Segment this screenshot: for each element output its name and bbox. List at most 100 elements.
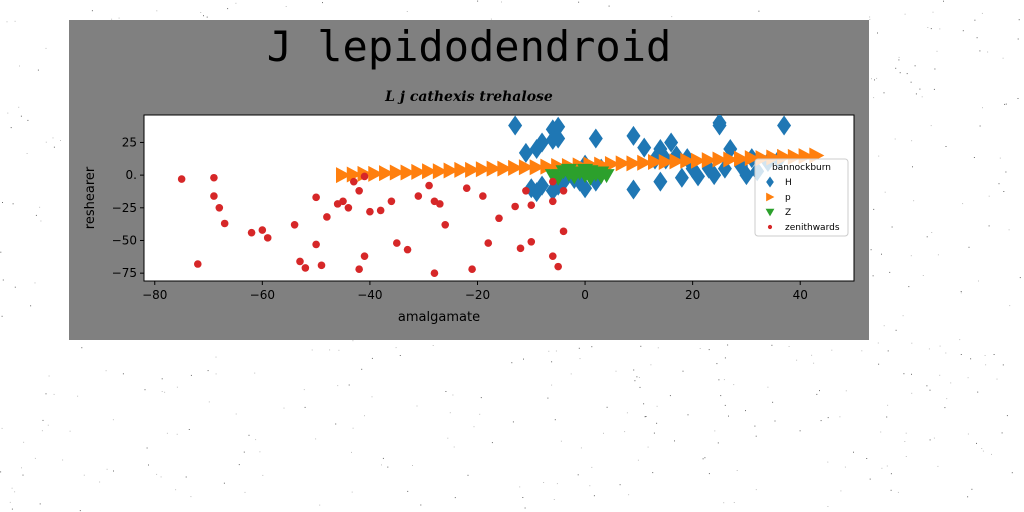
noise-speck	[387, 466, 389, 468]
noise-speck	[682, 370, 684, 372]
noise-speck	[553, 499, 555, 500]
noise-speck	[839, 416, 841, 418]
noise-speck	[897, 491, 899, 493]
noise-speck	[14, 286, 16, 288]
data-point-zenithwards	[548, 252, 557, 260]
noise-speck	[981, 12, 983, 14]
noise-speck	[960, 292, 962, 294]
data-point-zenithwards	[344, 204, 353, 212]
noise-speck	[926, 385, 928, 387]
data-point-zenithwards	[554, 262, 562, 271]
noise-speck	[717, 442, 719, 444]
data-point-p	[744, 150, 760, 167]
noise-speck	[998, 183, 1000, 185]
noise-speck	[319, 504, 321, 506]
noise-speck	[432, 345, 434, 346]
noise-speck	[190, 496, 192, 498]
noise-speck	[645, 416, 647, 417]
noise-speck	[445, 391, 447, 392]
noise-speck	[914, 65, 916, 67]
noise-speck	[382, 457, 384, 459]
data-point-zenithwards	[376, 206, 385, 215]
noise-speck	[929, 439, 931, 441]
noise-speck	[156, 10, 158, 12]
noise-speck	[905, 432, 907, 434]
noise-speck	[593, 495, 595, 497]
noise-speck	[904, 441, 906, 442]
noise-speck	[996, 378, 998, 380]
legend-label: Z	[785, 208, 791, 218]
noise-speck	[754, 425, 756, 427]
noise-speck	[416, 405, 418, 407]
noise-speck	[903, 373, 905, 375]
chart-svg: −80 −60 −40 −20 0 20 40 25 0. −25 −50 −75 amalgamate…	[83, 114, 855, 325]
noise-speck	[1009, 305, 1011, 307]
data-point-p	[346, 166, 362, 183]
noise-speck	[898, 56, 900, 58]
noise-speck	[971, 488, 973, 490]
noise-speck	[799, 430, 801, 432]
noise-speck	[111, 18, 113, 20]
legend-marker-p	[766, 192, 775, 202]
noise-speck	[991, 453, 992, 455]
noise-speck	[926, 236, 928, 238]
data-point-H	[578, 178, 593, 199]
noise-speck	[45, 47, 47, 49]
data-point-p	[734, 150, 750, 167]
noise-speck	[984, 355, 986, 356]
noise-speck	[547, 397, 549, 399]
data-point-H	[674, 167, 689, 188]
noise-speck	[311, 349, 313, 351]
noise-speck	[796, 359, 798, 361]
data-point-H	[535, 175, 550, 196]
noise-speck	[827, 417, 829, 419]
noise-speck	[871, 78, 872, 80]
noise-speck	[578, 347, 580, 349]
noise-speck	[1, 315, 3, 317]
noise-speck	[656, 405, 658, 407]
noise-speck	[915, 93, 917, 95]
noise-speck	[820, 420, 822, 422]
noise-speck	[869, 478, 871, 480]
noise-speck	[0, 471, 2, 473]
noise-speck	[501, 1, 502, 3]
noise-speck	[223, 482, 225, 484]
data-point-p	[454, 161, 470, 178]
data-point-zenithwards	[366, 207, 374, 216]
noise-speck	[982, 107, 983, 109]
noise-speck	[912, 166, 913, 168]
data-point-zenithwards	[462, 184, 471, 192]
noise-speck	[874, 79, 875, 81]
noise-speck	[904, 13, 906, 15]
data-point-zenithwards	[210, 192, 218, 200]
noise-speck	[39, 503, 41, 505]
noise-speck	[10, 127, 12, 129]
noise-speck	[880, 431, 882, 433]
noise-speck	[982, 450, 984, 452]
data-point-H	[551, 116, 566, 137]
noise-speck	[45, 393, 47, 395]
noise-speck	[720, 395, 722, 397]
noise-speck	[238, 464, 240, 466]
data-point-H	[551, 128, 566, 149]
data-point-H	[535, 132, 550, 153]
noise-speck	[873, 97, 875, 99]
data-point-H	[588, 128, 603, 149]
data-point-H	[707, 165, 722, 186]
x-tick-label: 20	[685, 288, 700, 302]
data-point-p	[486, 160, 502, 177]
data-point-zenithwards	[220, 219, 229, 228]
noise-speck	[69, 430, 71, 432]
noise-speck	[22, 474, 24, 476]
data-point-zenithwards	[258, 226, 267, 234]
noise-speck	[945, 146, 947, 147]
noise-speck	[889, 271, 891, 273]
noise-speck	[937, 465, 939, 467]
noise-speck	[1011, 472, 1013, 474]
noise-speck	[979, 125, 981, 127]
noise-speck	[254, 372, 256, 374]
noise-speck	[881, 467, 883, 469]
noise-speck	[166, 432, 168, 434]
data-point-p	[508, 159, 524, 176]
noise-speck	[656, 422, 658, 424]
